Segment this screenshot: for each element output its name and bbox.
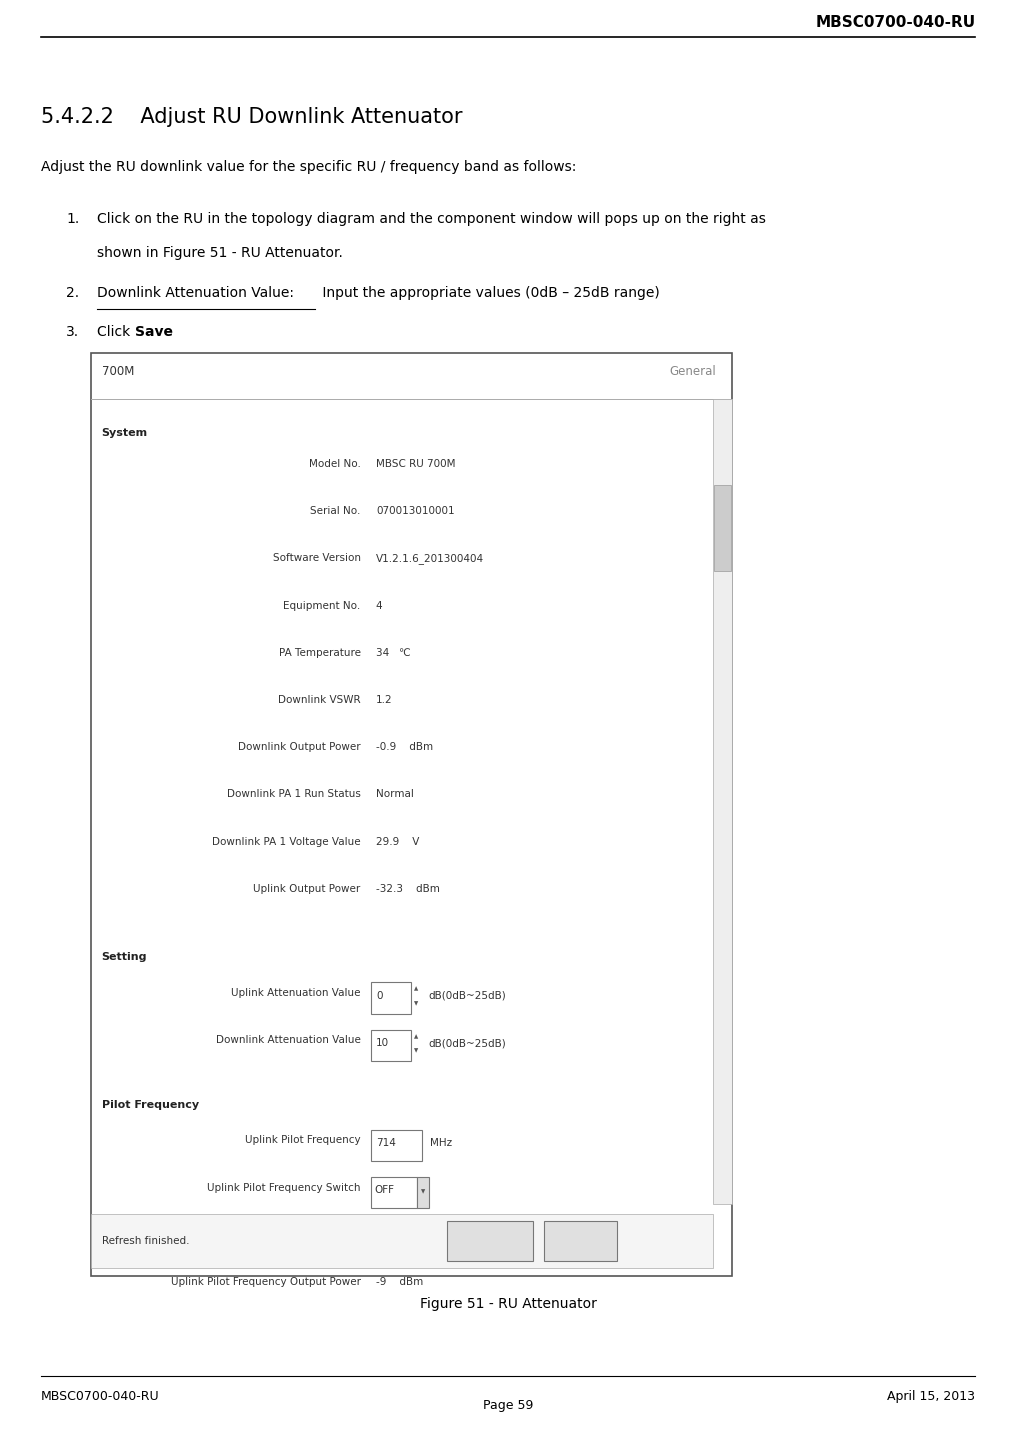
Text: Adjust the RU downlink value for the specific RU / frequency band as follows:: Adjust the RU downlink value for the spe… (41, 160, 576, 174)
Text: 3.: 3. (66, 325, 79, 339)
Text: Equipment No.: Equipment No. (283, 601, 361, 611)
Text: dB(0dB~25dB): dB(0dB~25dB) (429, 1038, 507, 1048)
Text: Uplink Pilot Frequency Output Power: Uplink Pilot Frequency Output Power (171, 1277, 361, 1287)
Text: Normal: Normal (376, 789, 414, 799)
Text: Software Version: Software Version (272, 553, 361, 563)
Bar (371, 1177, 417, 1208)
Text: -32.3    dBm: -32.3 dBm (376, 884, 440, 894)
Text: MBSC0700-040-RU: MBSC0700-040-RU (815, 16, 975, 30)
Text: PA Temperature: PA Temperature (278, 648, 361, 658)
Text: Input the appropriate values (0dB – 25dB range): Input the appropriate values (0dB – 25dB… (318, 286, 659, 300)
Text: Downlink Attenuation Value:: Downlink Attenuation Value: (97, 286, 294, 300)
Text: 070013010001: 070013010001 (376, 506, 454, 516)
Text: Click: Click (97, 325, 134, 339)
Bar (544, 1221, 617, 1261)
Text: ▼: ▼ (421, 1190, 425, 1194)
Text: April 15, 2013: April 15, 2013 (887, 1390, 975, 1403)
Bar (91, 353, 732, 1276)
Text: 1.2: 1.2 (376, 695, 392, 705)
Text: ▼: ▼ (414, 1001, 418, 1005)
Text: OFF: OFF (374, 1185, 394, 1195)
Text: Disable: Disable (376, 1230, 415, 1240)
Text: MHz: MHz (430, 1138, 452, 1148)
Text: 714: 714 (376, 1138, 396, 1148)
Text: shown in Figure 51 - RU Attenuator.: shown in Figure 51 - RU Attenuator. (97, 246, 342, 260)
Text: ▲: ▲ (414, 987, 418, 991)
Text: Setting: Setting (102, 952, 147, 962)
Text: 5.4.2.2    Adjust RU Downlink Attenuator: 5.4.2.2 Adjust RU Downlink Attenuator (41, 107, 462, 127)
Text: Uplink Pilot Frequency Switch: Uplink Pilot Frequency Switch (207, 1183, 361, 1193)
Bar (371, 1030, 411, 1061)
Text: Uplink Pilot Frequency: Uplink Pilot Frequency (245, 1135, 361, 1145)
Text: MBSC RU 700M: MBSC RU 700M (376, 459, 455, 469)
Text: Click on the RU in the topology diagram and the component window will pops up on: Click on the RU in the topology diagram … (97, 212, 765, 226)
Text: Refresh: Refresh (470, 1237, 510, 1246)
Text: 34   ℃: 34 ℃ (376, 648, 410, 658)
Text: Save: Save (135, 325, 173, 339)
Text: Downlink VSWR: Downlink VSWR (278, 695, 361, 705)
Bar (91, 1214, 713, 1268)
Text: -9    dBm: -9 dBm (376, 1277, 424, 1287)
Text: Downlink PA 1 Voltage Value: Downlink PA 1 Voltage Value (212, 837, 361, 847)
Bar (714, 485, 731, 571)
Bar (371, 982, 411, 1014)
Text: 1.: 1. (66, 212, 79, 226)
Text: Uplink Output Power: Uplink Output Power (253, 884, 361, 894)
Text: General: General (670, 365, 716, 378)
Bar (371, 1130, 422, 1161)
Text: ▼: ▼ (414, 1048, 418, 1052)
Text: 700M: 700M (102, 365, 134, 378)
Text: V1.2.1.6_201300404: V1.2.1.6_201300404 (376, 553, 484, 565)
Text: 4: 4 (376, 601, 383, 611)
Text: 0: 0 (376, 991, 382, 1001)
Text: ▲: ▲ (414, 1034, 418, 1038)
Text: Figure 51 - RU Attenuator: Figure 51 - RU Attenuator (420, 1297, 596, 1311)
Text: 2.: 2. (66, 286, 79, 300)
Text: Uplink Pilot Frequency PLL State: Uplink Pilot Frequency PLL State (193, 1230, 361, 1240)
Text: Model No.: Model No. (309, 459, 361, 469)
Text: Refresh finished.: Refresh finished. (102, 1237, 189, 1246)
Text: dB(0dB~25dB): dB(0dB~25dB) (429, 991, 507, 1001)
Text: Page 59: Page 59 (483, 1399, 533, 1411)
Text: System: System (102, 428, 147, 438)
Bar (417, 1177, 429, 1208)
Bar (447, 1221, 533, 1261)
Text: MBSC0700-040-RU: MBSC0700-040-RU (41, 1390, 160, 1403)
Text: Downlink Output Power: Downlink Output Power (238, 742, 361, 752)
Text: Downlink PA 1 Run Status: Downlink PA 1 Run Status (227, 789, 361, 799)
Text: Uplink Attenuation Value: Uplink Attenuation Value (232, 988, 361, 998)
Text: Downlink Attenuation Value: Downlink Attenuation Value (215, 1035, 361, 1045)
Text: Pilot Frequency: Pilot Frequency (102, 1100, 199, 1110)
Bar (713, 399, 732, 1204)
Text: Save: Save (567, 1237, 593, 1246)
Text: -0.9    dBm: -0.9 dBm (376, 742, 433, 752)
Text: 10: 10 (376, 1038, 389, 1048)
Text: Serial No.: Serial No. (310, 506, 361, 516)
Text: 29.9    V: 29.9 V (376, 837, 420, 847)
